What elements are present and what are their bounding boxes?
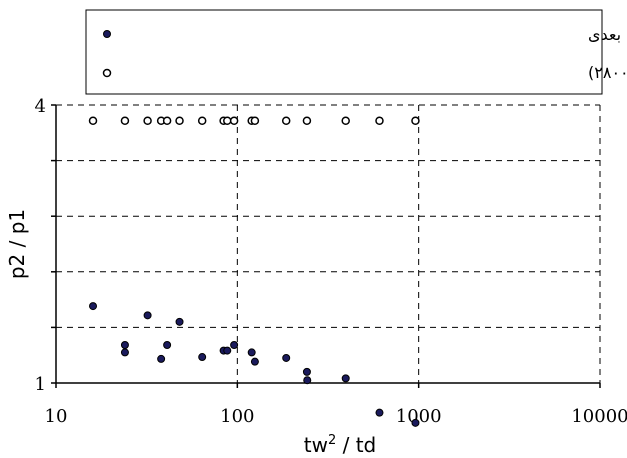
data-point-exact	[120, 341, 129, 350]
y-tick-label: 1	[35, 374, 46, 395]
data-point-exact	[247, 348, 256, 357]
y-axis-title: p2 / p1	[5, 209, 29, 279]
legend: تحلیل دقیق سه بعدی تحلیل تقریبی ( روش پی…	[85, 9, 627, 95]
data-point-approx	[341, 116, 350, 126]
data-point-approx	[88, 116, 98, 126]
data-point-exact	[302, 367, 311, 376]
axes	[51, 104, 601, 388]
x-axis-title-sup: 2	[328, 433, 336, 448]
grid-lines	[56, 104, 601, 383]
data-point-exact	[230, 341, 239, 350]
data-point-approx	[302, 116, 312, 126]
data-point-approx	[250, 116, 260, 126]
x-tick-label: 10	[45, 406, 68, 427]
data-point-approx	[162, 116, 172, 126]
data-point-exact	[120, 348, 129, 357]
data-point-exact	[282, 353, 291, 362]
x-axis-title-base: tw	[304, 433, 328, 457]
data-point-exact	[198, 353, 207, 362]
plot-area: 10 100 1000 10000 4 1	[35, 96, 627, 427]
data-point-exact	[250, 357, 259, 366]
x-tick-label: 100	[220, 406, 254, 427]
data-point-approx	[197, 116, 207, 126]
x-axis-title-rest: / td	[336, 433, 376, 457]
data-point-exact	[223, 346, 232, 355]
legend-label-exact: تحلیل دقیق سه بعدی	[588, 25, 627, 45]
x-tick-label: 10000	[571, 406, 627, 427]
y-tick-label: 4	[35, 96, 46, 117]
legend-marker-exact	[103, 30, 111, 38]
data-point-approx	[223, 116, 232, 126]
data-point-exact	[411, 418, 420, 427]
data-point-approx	[120, 116, 130, 126]
data-point-approx	[143, 116, 152, 126]
data-point-approx	[175, 116, 184, 126]
data-point-exact	[303, 376, 312, 385]
data-point-exact	[175, 317, 184, 326]
x-tick-label: 1000	[396, 406, 442, 427]
legend-label-approx: تحلیل تقریبی ( روش پیشنهادی آیین نامه ۲۸…	[588, 63, 627, 83]
data-point-exact	[143, 311, 152, 320]
data-point-exact	[375, 408, 384, 417]
data-point-exact	[89, 302, 98, 311]
data-point-approx	[229, 116, 239, 126]
data-point-exact	[157, 354, 166, 363]
legend-frame	[85, 9, 603, 95]
data-point-approx	[375, 116, 384, 126]
data-point-exact	[341, 374, 350, 383]
data-point-exact	[163, 341, 172, 350]
x-axis-title: tw2 / td	[304, 433, 376, 457]
data-point-approx	[281, 116, 291, 126]
data-point-approx	[411, 116, 420, 126]
tick-labels: 10 100 1000 10000 4 1	[35, 96, 627, 427]
legend-marker-approx	[102, 68, 112, 78]
data-points	[88, 116, 420, 427]
